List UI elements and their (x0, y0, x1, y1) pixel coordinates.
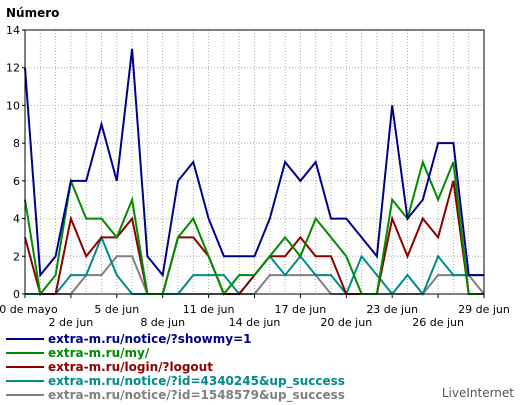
x-tick-label: 30 de mayo (0, 303, 58, 316)
legend-label: extra-m.ru/my/ (48, 346, 150, 360)
legend-label: extra-m.ru/login/?logout (48, 360, 213, 374)
y-axis-ticks: 0 2 4 6 8 10 12 14 (6, 24, 25, 301)
legend: extra-m.ru/notice/?showmy=1 extra-m.ru/my… (6, 332, 345, 402)
y-tick-label: 14 (6, 24, 20, 37)
legend-label: extra-m.ru/notice/?id=1548579&up_success (48, 388, 345, 402)
x-tick-label: 26 de jun (412, 316, 464, 329)
legend-label: extra-m.ru/notice/?showmy=1 (48, 332, 252, 346)
x-tick-label: 23 de jun (366, 303, 418, 316)
watermark: LiveInternet (441, 386, 514, 400)
y-tick-label: 2 (13, 250, 20, 263)
legend-item: extra-m.ru/login/?logout (6, 360, 345, 374)
x-tick-label: 11 de jun (183, 303, 235, 316)
x-tick-label: 2 de jun (49, 316, 94, 329)
legend-item: extra-m.ru/notice/?id=4340245&up_success (6, 374, 345, 388)
y-axis-label: Número (6, 6, 59, 20)
x-tick-label: 29 de jun (458, 303, 510, 316)
series-line (24, 48, 484, 278)
legend-label: extra-m.ru/notice/?id=4340245&up_success (48, 374, 345, 388)
y-tick-label: 4 (13, 213, 20, 226)
x-tick-label: 5 de jun (94, 303, 139, 316)
legend-swatch (6, 380, 44, 382)
legend-item: extra-m.ru/my/ (6, 346, 345, 360)
x-tick-label: 17 de jun (275, 303, 327, 316)
x-tick-label: 20 de jun (320, 316, 372, 329)
x-tick-label: 14 de jun (229, 316, 281, 329)
plot-frame (24, 29, 485, 295)
x-tick-label: 8 de jun (140, 316, 185, 329)
y-tick-label: 12 (6, 62, 20, 75)
legend-item: extra-m.ru/notice/?showmy=1 (6, 332, 345, 346)
legend-swatch (6, 338, 44, 340)
legend-swatch (6, 352, 44, 354)
y-tick-label: 8 (13, 137, 20, 150)
y-tick-label: 0 (13, 288, 20, 301)
y-tick-label: 6 (13, 175, 20, 188)
legend-swatch (6, 366, 44, 368)
y-tick-label: 10 (6, 99, 20, 112)
legend-swatch (6, 394, 44, 396)
legend-item: extra-m.ru/notice/?id=1548579&up_success (6, 388, 345, 402)
